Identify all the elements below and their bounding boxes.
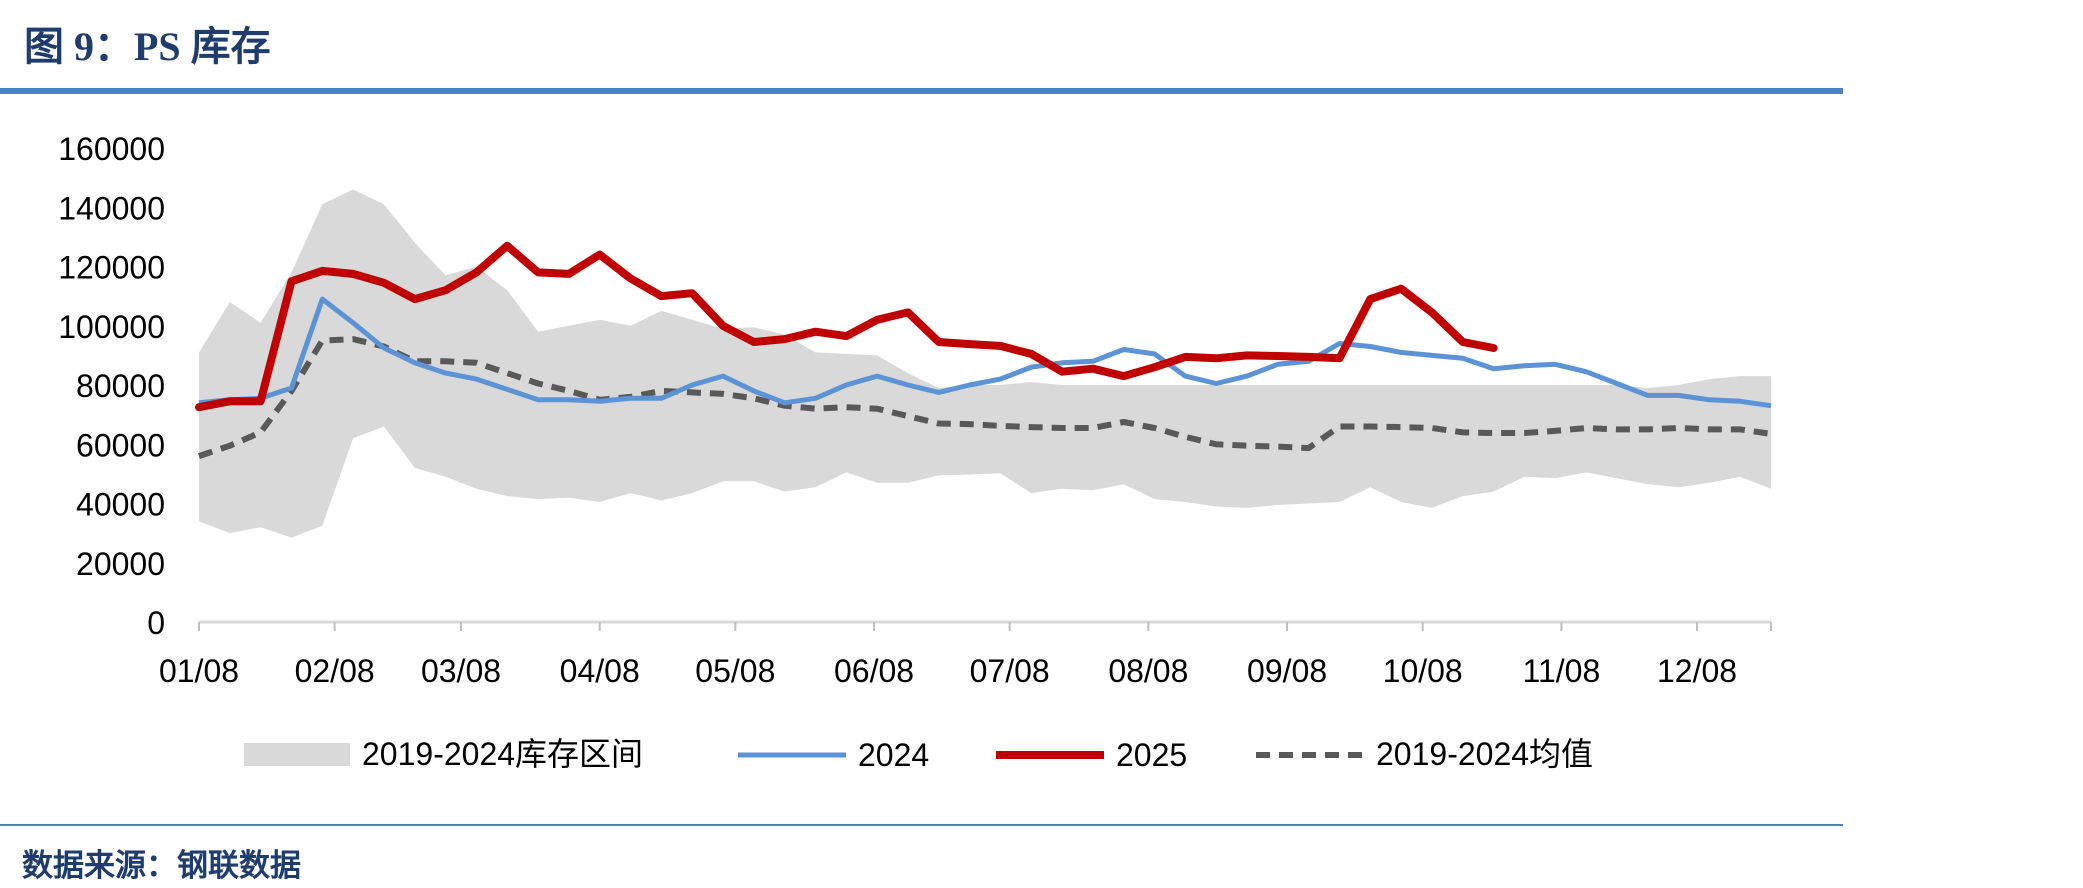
x-tick-label: 10/08 xyxy=(1383,653,1463,689)
x-tick-label: 04/08 xyxy=(560,653,640,689)
legend-2024-label: 2024 xyxy=(858,737,929,773)
band-layer xyxy=(199,189,1771,538)
series-2024-line xyxy=(198,296,1772,409)
y-tick-label: 140000 xyxy=(58,190,165,226)
x-axis-ticks: 01/08 02/08 03/08 04/08 05/08 06/08 07/08 08/08… xyxy=(159,622,1772,689)
x-tick-label: 01/08 xyxy=(159,653,239,689)
legend-band-swatch xyxy=(244,743,350,766)
y-tick-label: 0 xyxy=(147,605,165,641)
header-rule xyxy=(0,88,1843,94)
y-tick-label: 80000 xyxy=(76,368,165,404)
y-tick-label: 160000 xyxy=(58,131,165,167)
x-tick-label: 03/08 xyxy=(421,653,501,689)
y-tick-label: 60000 xyxy=(76,427,165,463)
x-tick-label: 06/08 xyxy=(834,653,914,689)
y-tick-label: 20000 xyxy=(76,546,165,582)
x-tick-label: 07/08 xyxy=(970,653,1050,689)
x-tick-label: 08/08 xyxy=(1108,653,1188,689)
footer-rule xyxy=(0,824,1843,826)
x-tick-label: 02/08 xyxy=(295,653,375,689)
inventory-range-band xyxy=(199,189,1771,538)
data-source: 数据来源：钢联数据 xyxy=(22,848,301,883)
legend-avg-label: 2019-2024均值 xyxy=(1376,736,1593,772)
line-layer xyxy=(195,241,1772,459)
y-tick-label: 40000 xyxy=(76,487,165,523)
legend: 2019-2024库存区间 2024 2025 2019-2024均值 xyxy=(244,736,1593,773)
series-avg-line xyxy=(198,336,1772,459)
x-tick-label: 05/08 xyxy=(695,653,775,689)
series-2025-line xyxy=(195,241,1498,412)
y-tick-label: 120000 xyxy=(58,250,165,286)
x-tick-label: 11/08 xyxy=(1523,653,1601,689)
legend-2025-label: 2025 xyxy=(1116,737,1187,773)
y-axis-ticks: 0 20000 40000 60000 80000 100000 120000 140000 1… xyxy=(58,131,165,641)
x-tick-label: 12/08 xyxy=(1657,653,1737,689)
y-tick-label: 100000 xyxy=(58,309,165,345)
figure-title: 图 9：PS 库存 xyxy=(24,24,271,69)
legend-band-label: 2019-2024库存区间 xyxy=(362,736,643,772)
x-tick-label: 09/08 xyxy=(1247,653,1327,689)
